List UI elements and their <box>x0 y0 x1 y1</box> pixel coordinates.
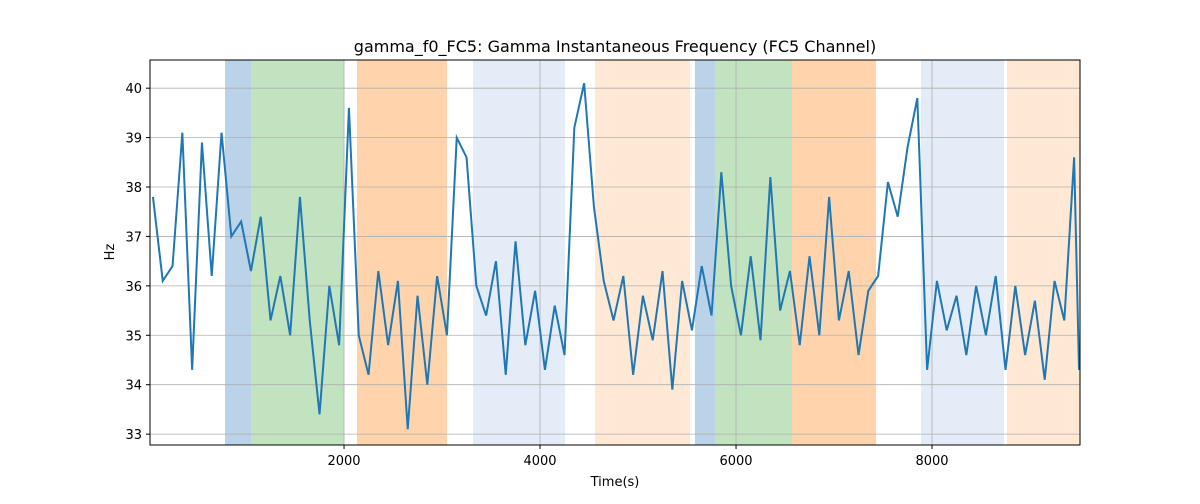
line <box>151 83 1080 430</box>
y-tick-label: 37 <box>125 230 142 245</box>
chart-title: gamma_f0_FC5: Gamma Instantaneous Freque… <box>354 37 876 57</box>
plot-frame <box>149 59 1081 446</box>
y-tick-label: 40 <box>125 82 142 97</box>
y-tick-label: 38 <box>125 181 142 196</box>
span <box>694 60 715 445</box>
y-tick-label: 36 <box>125 280 142 295</box>
x-tick-label: 8000 <box>915 454 948 469</box>
span <box>356 60 447 445</box>
span <box>714 60 792 445</box>
span <box>920 60 1004 445</box>
x-tick-label: 2000 <box>327 454 360 469</box>
x-tick-label: 4000 <box>523 454 556 469</box>
x-axis-label: Time(s) <box>590 475 640 490</box>
span <box>595 60 690 445</box>
y-tick-label: 35 <box>125 329 142 344</box>
y-tick-label: 33 <box>125 428 142 443</box>
y-tick-label: 39 <box>125 132 142 147</box>
x-tick-label: 6000 <box>719 454 752 469</box>
y-tick-label: 34 <box>125 379 142 394</box>
y-axis-label: Hz <box>103 244 118 261</box>
span <box>251 60 345 445</box>
span <box>473 60 566 445</box>
